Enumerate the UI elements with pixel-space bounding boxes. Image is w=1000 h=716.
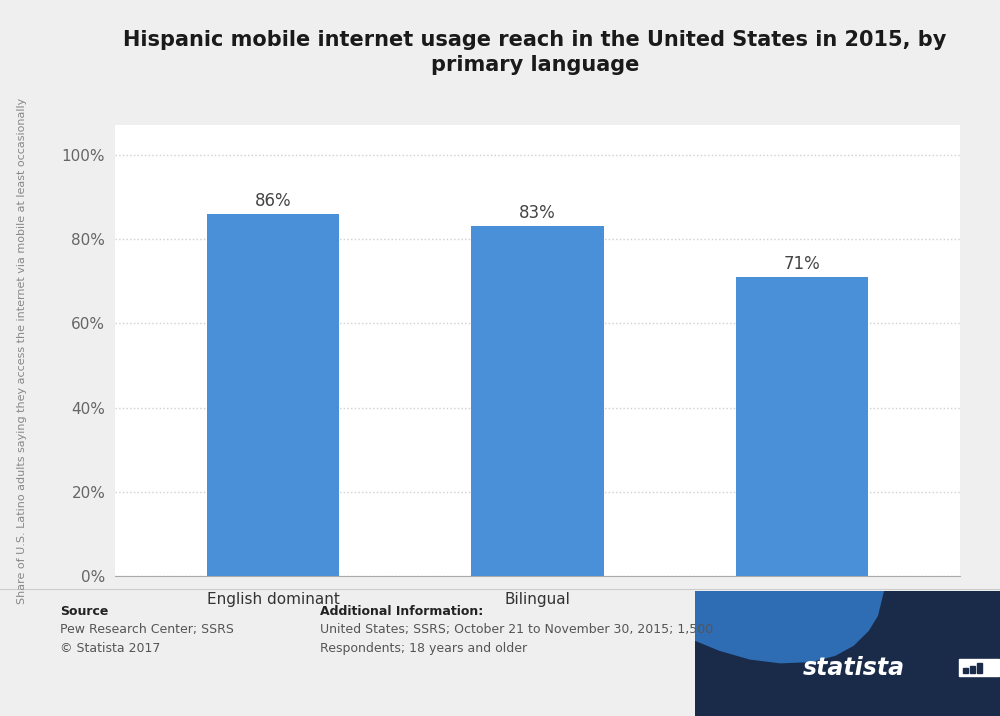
Bar xyxy=(963,669,968,673)
Text: statista: statista xyxy=(803,657,905,680)
Text: Source: Source xyxy=(60,605,108,618)
Polygon shape xyxy=(695,591,884,663)
Text: United States; SSRS; October 21 to November 30, 2015; 1,500
Respondents; 18 year: United States; SSRS; October 21 to Novem… xyxy=(320,623,713,655)
Bar xyxy=(977,663,982,673)
Bar xyxy=(959,659,999,676)
Bar xyxy=(736,277,868,576)
Text: 86%: 86% xyxy=(255,192,292,210)
Text: Additional Information:: Additional Information: xyxy=(320,605,483,618)
Text: 71%: 71% xyxy=(783,255,820,273)
Text: Hispanic mobile internet usage reach in the United States in 2015, by
primary la: Hispanic mobile internet usage reach in … xyxy=(123,30,947,75)
Text: 83%: 83% xyxy=(519,204,556,222)
Bar xyxy=(471,226,604,576)
Text: Pew Research Center; SSRS
© Statista 2017: Pew Research Center; SSRS © Statista 201… xyxy=(60,623,234,655)
Bar xyxy=(970,666,975,673)
Bar xyxy=(207,214,339,576)
Text: Share of U.S. Latino adults saying they access the internet via mobile at least : Share of U.S. Latino adults saying they … xyxy=(17,97,27,604)
